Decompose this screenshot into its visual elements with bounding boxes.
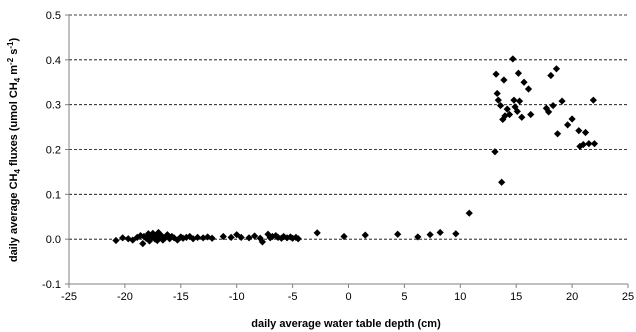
data-point [579, 140, 587, 149]
data-point [496, 101, 505, 110]
x-tick-label: 20 [566, 291, 578, 303]
data-point [208, 234, 216, 242]
x-tick-labels: -25 -20 -15 -10 -5 0 5 10 15 20 25 [61, 291, 634, 303]
x-tick-label: 15 [510, 291, 522, 303]
data-point [294, 235, 302, 243]
data-point [340, 232, 348, 241]
data-point [394, 230, 402, 238]
data-point [568, 115, 576, 123]
data-point [549, 101, 557, 110]
data-point [227, 233, 235, 241]
data-point [494, 96, 502, 104]
data-point [510, 96, 518, 104]
y-tick-label: 0.1 [46, 189, 61, 201]
data-point [426, 231, 434, 239]
data-point [553, 130, 562, 138]
data-point [515, 97, 524, 105]
x-tick-label: -5 [288, 291, 298, 303]
x-tick-label: -15 [173, 291, 189, 303]
data-point [289, 234, 297, 242]
data-point [547, 71, 555, 80]
y-tick-label: -0.1 [42, 279, 61, 291]
x-axis-title: daily average water table depth (cm) [251, 318, 441, 330]
data-point [361, 231, 369, 239]
data-point [256, 234, 264, 242]
data-point [245, 234, 253, 242]
x-tick-label: 25 [622, 291, 634, 303]
data-point [500, 76, 508, 84]
x-tick-label: -25 [61, 291, 77, 303]
data-points [112, 55, 599, 248]
data-point [112, 236, 120, 245]
axes [65, 14, 629, 288]
data-point [465, 209, 473, 217]
x-tick-label: -20 [117, 291, 133, 303]
data-point [524, 85, 533, 93]
data-point [511, 103, 519, 111]
x-tick-label: -10 [229, 291, 245, 303]
data-point [527, 110, 535, 119]
data-point [503, 105, 511, 113]
data-point [520, 78, 528, 86]
data-point [590, 140, 599, 148]
y-tick-label: 0.0 [46, 234, 61, 246]
data-point [545, 108, 553, 116]
data-point [501, 112, 509, 120]
data-point [119, 234, 127, 242]
data-point [264, 230, 272, 238]
data-point [589, 96, 597, 104]
data-point [575, 127, 583, 135]
data-point [558, 97, 566, 105]
data-point [542, 104, 550, 112]
data-point [492, 70, 500, 78]
y-tick-labels: -0.1 0.0 0.1 0.2 0.3 0.4 0.5 [42, 10, 61, 291]
data-point [564, 121, 572, 129]
x-tick-label: 10 [454, 291, 466, 303]
data-point [585, 140, 593, 148]
data-point [491, 148, 499, 156]
data-point [552, 65, 561, 73]
data-point [414, 233, 422, 241]
data-point [193, 233, 202, 241]
data-point [436, 228, 444, 237]
y-tick-label: 0.5 [46, 10, 61, 22]
y-tick-label: 0.2 [46, 145, 61, 157]
x-tick-label: 0 [345, 291, 351, 303]
data-point [313, 229, 321, 237]
data-point [258, 238, 267, 246]
data-point [514, 69, 523, 77]
x-tick-label: 5 [401, 291, 407, 303]
data-point [493, 89, 501, 98]
data-point [513, 107, 521, 115]
y-axis-title: daily average CH4 fluxes (umol CH4 m-2 s… [6, 38, 22, 263]
data-point [452, 230, 460, 238]
data-point [505, 110, 514, 119]
data-point [219, 232, 227, 241]
data-point [272, 231, 280, 240]
data-point [139, 240, 147, 248]
data-point [581, 128, 590, 137]
grid-lines [69, 14, 628, 240]
y-tick-label: 0.4 [46, 55, 61, 67]
data-point [498, 178, 506, 186]
data-point [518, 113, 526, 121]
data-point [237, 233, 245, 241]
y-tick-label: 0.3 [46, 100, 61, 112]
data-point [250, 232, 259, 240]
data-point [509, 55, 517, 63]
